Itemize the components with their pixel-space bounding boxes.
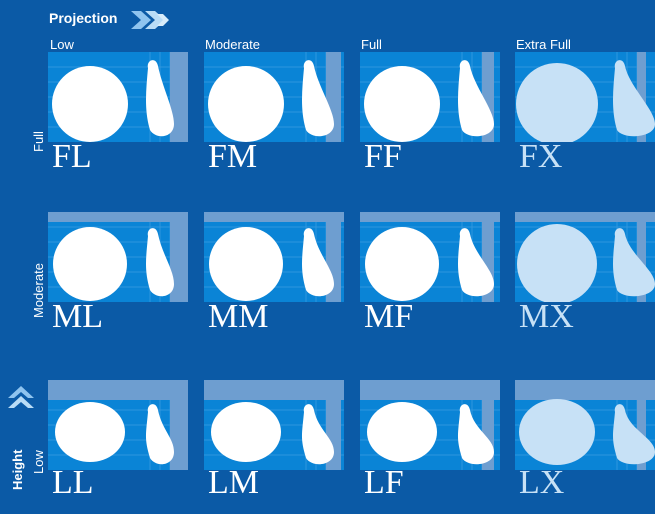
column-label-moderate: Moderate xyxy=(205,37,260,52)
implant-side-view xyxy=(146,228,174,297)
implant-side-view xyxy=(146,60,174,137)
implant-cell-ff xyxy=(360,52,508,160)
implant-side-view xyxy=(458,60,494,137)
implant-code-label: FM xyxy=(208,138,258,175)
implant-cell-lf xyxy=(360,380,508,488)
row-label-low: Low xyxy=(31,450,46,474)
implant-shape-mf xyxy=(360,212,500,302)
implant-front-view xyxy=(519,399,595,465)
implant-shape-mm xyxy=(204,212,344,302)
implant-front-view xyxy=(52,66,128,142)
column-label-low: Low xyxy=(50,37,74,52)
projection-title: Projection xyxy=(49,10,118,26)
implant-cell-mf xyxy=(360,212,508,320)
implant-code-label: LF xyxy=(364,464,404,501)
implant-cell-fl xyxy=(48,52,196,160)
implant-code-label: LM xyxy=(208,464,259,501)
implant-side-view xyxy=(302,228,334,297)
implant-side-view xyxy=(146,404,174,465)
implant-code-label: FF xyxy=(364,138,402,175)
implant-front-view xyxy=(367,402,437,462)
height-axis-label: Height xyxy=(10,449,25,490)
implant-cell-mm xyxy=(204,212,352,320)
implant-front-view xyxy=(208,66,284,142)
implant-side-view xyxy=(302,60,334,137)
implant-side-view xyxy=(458,404,494,465)
implant-side-view xyxy=(302,404,334,465)
double-chevron-right-icon xyxy=(131,11,169,29)
double-chevron-up-icon xyxy=(8,386,34,408)
implant-code-label: ML xyxy=(52,298,103,335)
implant-shape-ml xyxy=(48,212,188,302)
implant-code-label: LL xyxy=(52,464,94,501)
implant-code-label: MM xyxy=(208,298,269,335)
implant-front-view xyxy=(365,227,439,301)
implant-code-label: LX xyxy=(519,464,565,501)
row-label-moderate: Moderate xyxy=(31,263,46,318)
implant-cell-fm xyxy=(204,52,352,160)
implant-shape-lm xyxy=(204,380,344,470)
implant-shape-mx xyxy=(515,212,655,302)
implant-side-view xyxy=(613,60,655,137)
implant-code-label: MX xyxy=(519,298,574,335)
implant-code-label: FX xyxy=(519,138,563,175)
implant-shape-lf xyxy=(360,380,500,470)
implant-front-view xyxy=(55,402,125,462)
implant-cell-ml xyxy=(48,212,196,320)
implant-code-label: MF xyxy=(364,298,414,335)
implant-front-view xyxy=(516,63,598,142)
implant-cell-lm xyxy=(204,380,352,488)
implant-side-view xyxy=(613,228,655,297)
implant-shape-lx xyxy=(515,380,655,470)
implant-shape-ff xyxy=(360,52,500,142)
implant-cell-fx xyxy=(515,52,655,160)
implant-front-view xyxy=(211,402,281,462)
implant-cell-lx xyxy=(515,380,655,488)
implant-front-view xyxy=(53,227,127,301)
row-label-full: Full xyxy=(31,131,46,152)
implant-front-view xyxy=(517,224,597,302)
implant-cell-ll xyxy=(48,380,196,488)
implant-shape-ll xyxy=(48,380,188,470)
implant-shape-fl xyxy=(48,52,188,142)
implant-side-view xyxy=(613,404,655,465)
implant-front-view xyxy=(364,66,440,142)
implant-front-view xyxy=(209,227,283,301)
column-label-full: Full xyxy=(361,37,382,52)
implant-side-view xyxy=(458,228,494,297)
implant-shape-fm xyxy=(204,52,344,142)
implant-code-label: FL xyxy=(52,138,92,175)
column-label-extra-full: Extra Full xyxy=(516,37,571,52)
implant-cell-mx xyxy=(515,212,655,320)
implant-shape-fx xyxy=(515,52,655,142)
